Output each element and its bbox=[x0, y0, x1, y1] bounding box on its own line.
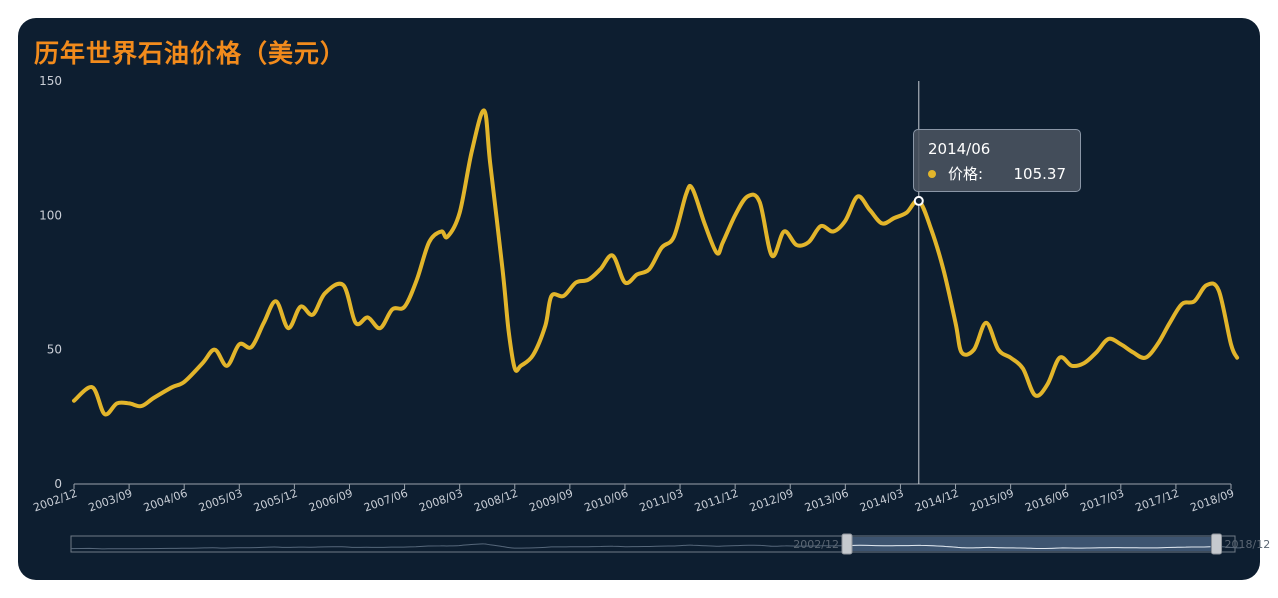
x-tick-label: 2016/06 bbox=[1023, 487, 1070, 515]
x-tick-label: 2003/09 bbox=[87, 487, 134, 515]
x-tick-label: 2006/09 bbox=[307, 487, 354, 515]
x-tick-label: 2014/12 bbox=[913, 487, 960, 515]
datazoom-end-label: 2018/12 bbox=[1225, 538, 1271, 551]
series-line-price bbox=[72, 108, 1240, 417]
chart-card bbox=[18, 18, 1260, 580]
x-tick-label: 2017/12 bbox=[1134, 487, 1181, 515]
x-tick-label: 2017/03 bbox=[1078, 487, 1125, 515]
chart-title: 历年世界石油价格（美元） bbox=[34, 39, 347, 68]
datazoom-track[interactable] bbox=[70, 535, 1236, 553]
y-tick-label: 0 bbox=[54, 477, 62, 491]
datazoom-start-label: 2002/12 bbox=[793, 538, 839, 551]
x-tick-label: 2005/12 bbox=[252, 487, 299, 515]
datazoom-handle-right[interactable] bbox=[1211, 533, 1223, 555]
x-tick-label: 2014/03 bbox=[858, 487, 905, 515]
x-tick-label: 2015/09 bbox=[968, 487, 1015, 515]
x-tick-label: 2011/03 bbox=[638, 487, 685, 515]
datazoom-handle-left[interactable] bbox=[841, 533, 853, 555]
x-tick-label: 2004/06 bbox=[142, 487, 189, 515]
x-tick-label: 2013/06 bbox=[803, 487, 850, 515]
series-dot-icon bbox=[928, 169, 936, 178]
x-tick-label: 2008/03 bbox=[417, 487, 464, 515]
x-tick-label: 2011/12 bbox=[693, 487, 740, 515]
tooltip-value: 105.37 bbox=[1013, 164, 1067, 183]
x-tick-label: 2012/09 bbox=[748, 487, 795, 515]
datazoom-window[interactable] bbox=[847, 537, 1217, 551]
y-tick-label: 50 bbox=[47, 343, 62, 357]
y-tick-label: 100 bbox=[39, 208, 62, 222]
tooltip: 2014/06 价格: 105.37 bbox=[913, 129, 1081, 192]
highlight-point[interactable] bbox=[913, 195, 924, 206]
datazoom-window-sparkline bbox=[846, 544, 1211, 550]
x-tick-label: 2009/09 bbox=[527, 487, 574, 515]
x-tick-label: 2018/09 bbox=[1189, 487, 1236, 515]
x-tick-label: 2010/06 bbox=[583, 487, 630, 515]
x-tick-label: 2005/03 bbox=[197, 487, 244, 515]
tooltip-series-label: 价格: bbox=[948, 165, 984, 183]
x-tick-label: 2008/12 bbox=[472, 487, 519, 515]
y-tick-label: 150 bbox=[39, 74, 62, 88]
tooltip-date: 2014/06 bbox=[928, 140, 991, 158]
x-tick-label: 2007/06 bbox=[362, 487, 409, 515]
